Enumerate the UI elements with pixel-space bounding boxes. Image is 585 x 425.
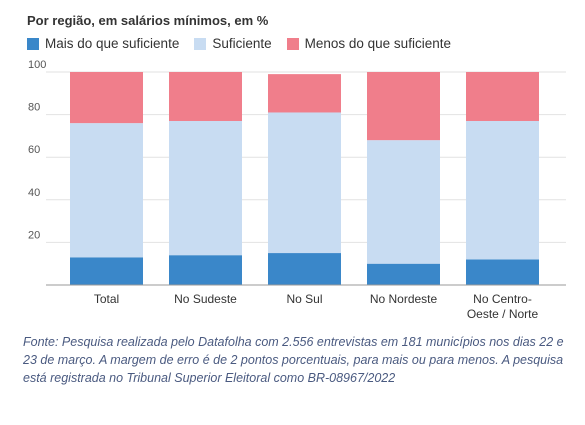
bar-segment-3-1 <box>367 140 440 264</box>
chart-title: Por região, em salários mínimos, em % <box>27 13 269 28</box>
y-tick-label-100: 100 <box>28 59 46 71</box>
legend-item-mais: Mais do que suficiente <box>27 36 179 51</box>
x-category-label-1: No Sudeste <box>174 292 237 306</box>
y-tick-label-40: 40 <box>28 187 40 199</box>
bar-segment-2-1 <box>268 112 341 254</box>
legend-label-menos: Menos do que suficiente <box>304 36 451 51</box>
legend-swatch-suficiente <box>194 37 207 50</box>
bar-segment-1-0 <box>169 255 242 285</box>
bar-segment-2-0 <box>268 253 341 285</box>
y-tick-label-80: 80 <box>28 102 40 114</box>
legend-label-suficiente: Suficiente <box>212 36 272 51</box>
y-tick-label-20: 20 <box>28 229 40 241</box>
bar-segment-3-0 <box>367 263 440 285</box>
legend-swatch-mais <box>27 37 39 50</box>
x-category-label-4: No Centro-Oeste / Norte <box>467 292 539 321</box>
bar-segment-0-0 <box>70 257 143 285</box>
legend-swatch-menos <box>286 37 299 50</box>
x-category-label-2: No Sul <box>286 292 322 306</box>
stacked-bar-chart: 20 40 60 80 100 Total No Sudeste No Sul No Norde… <box>28 59 566 321</box>
bar-segment-0-1 <box>70 123 143 258</box>
legend-item-suficiente: Suficiente <box>194 36 272 51</box>
x-category-label-3: No Nordeste <box>370 292 438 306</box>
bar-segment-3-2 <box>367 72 440 141</box>
bar-segment-0-2 <box>70 72 143 124</box>
bar-segment-1-2 <box>169 72 242 121</box>
bar-segment-1-1 <box>169 120 242 256</box>
bar-segment-4-0 <box>466 259 539 285</box>
bar-segment-4-1 <box>466 120 539 260</box>
legend-label-mais: Mais do que suficiente <box>45 36 180 51</box>
y-tick-label-60: 60 <box>28 144 40 156</box>
bar-segment-4-2 <box>466 72 539 121</box>
legend-item-menos: Menos do que suficiente <box>286 36 451 51</box>
source-note: Fonte: Pesquisa realizada pelo Datafolha… <box>23 335 564 385</box>
chart-legend: Mais do que suficiente Suficiente Menos … <box>27 36 466 51</box>
bar-segment-2-2 <box>268 74 341 113</box>
x-category-label-0: Total <box>94 292 119 306</box>
